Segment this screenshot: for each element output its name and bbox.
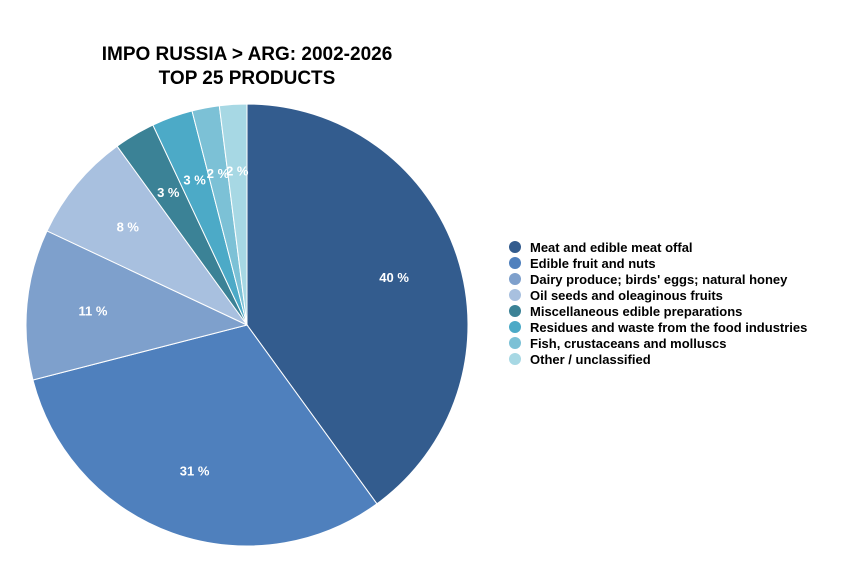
slice-label: 3 % xyxy=(183,172,206,187)
slice-label: 8 % xyxy=(117,219,140,234)
legend-label: Other / unclassified xyxy=(530,352,651,367)
legend-swatch xyxy=(509,321,521,333)
legend-swatch xyxy=(509,337,521,349)
chart-title-line-2: TOP 25 PRODUCTS xyxy=(159,68,336,89)
pie-slice xyxy=(46,145,248,326)
legend-label: Edible fruit and nuts xyxy=(530,256,656,271)
legend-swatch xyxy=(509,305,521,317)
slice-label: 2 % xyxy=(207,166,230,181)
slice-label: 3 % xyxy=(157,185,180,200)
legend-swatch xyxy=(509,273,521,285)
legend-label: Miscellaneous edible preparations xyxy=(530,304,742,319)
legend-label: Dairy produce; birds' eggs; natural hone… xyxy=(530,272,788,287)
chart-title-line-1: IMPO RUSSIA > ARG: 2002-2026 xyxy=(102,44,393,65)
legend-swatch xyxy=(509,257,521,269)
legend-swatch xyxy=(509,353,521,365)
legend-swatch xyxy=(509,289,521,301)
slice-label: 11 % xyxy=(79,303,108,318)
slice-label: 31 % xyxy=(180,464,210,479)
pie-slice-labels: 40 %31 %11 %8 %3 %3 % 2 %2 % xyxy=(79,164,410,479)
pie-slice xyxy=(246,103,469,505)
legend-label: Meat and edible meat offal xyxy=(530,240,693,255)
pie-slice xyxy=(25,230,249,381)
pie-slices xyxy=(25,103,469,547)
legend-label: Residues and waste from the food industr… xyxy=(530,320,807,335)
slice-label: 40 % xyxy=(379,270,409,285)
pie-slice xyxy=(218,103,248,326)
legend-label: Fish, crustaceans and molluscs xyxy=(530,336,727,351)
legend-label: Oil seeds and oleaginous fruits xyxy=(530,288,723,303)
legend-swatch xyxy=(509,241,521,253)
slice-label: 2 % xyxy=(226,164,249,179)
pie-slice xyxy=(32,324,378,547)
